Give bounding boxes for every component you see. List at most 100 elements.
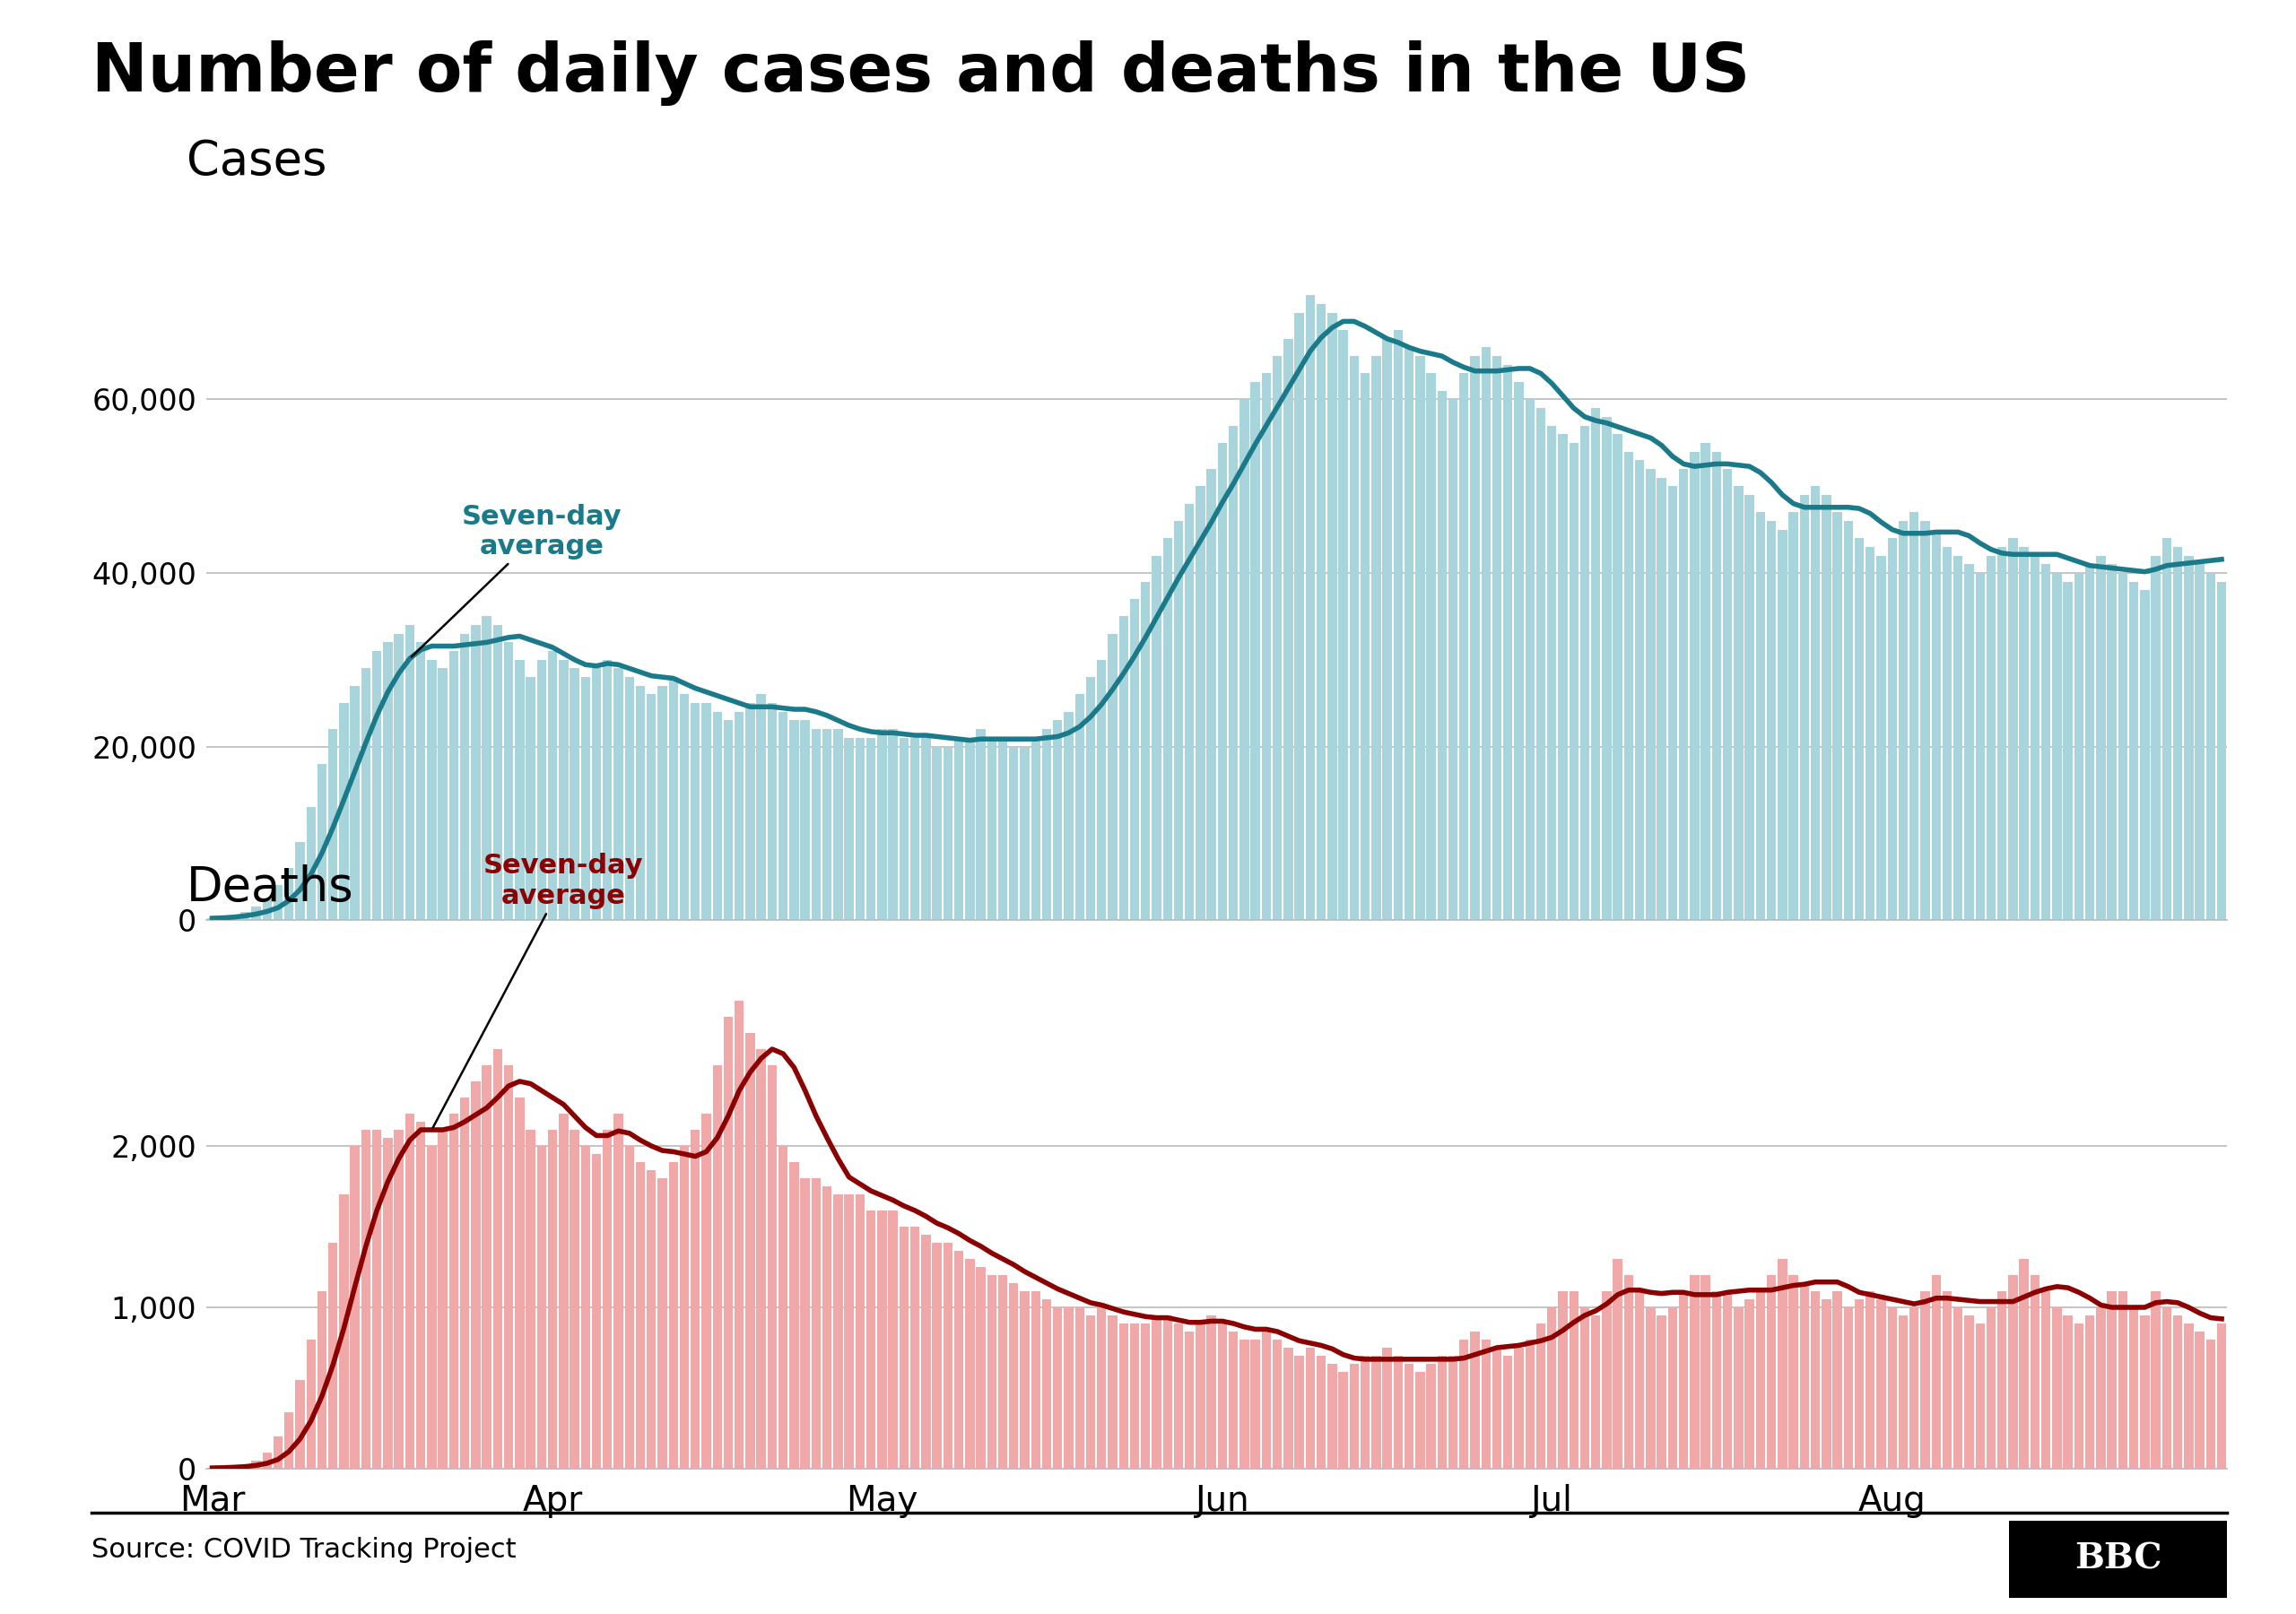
- Bar: [1295, 313, 1304, 920]
- Bar: [921, 1235, 930, 1469]
- Bar: [2119, 573, 2128, 920]
- Bar: [1690, 452, 1699, 920]
- Bar: [1536, 1323, 1545, 1469]
- Bar: [810, 730, 820, 920]
- Bar: [459, 634, 468, 920]
- Bar: [613, 1114, 622, 1469]
- Bar: [1800, 495, 1809, 920]
- Bar: [2183, 1323, 2193, 1469]
- Bar: [801, 720, 810, 920]
- Bar: [1008, 1283, 1019, 1469]
- Bar: [1306, 295, 1316, 920]
- Bar: [1887, 539, 1896, 920]
- Bar: [1371, 1356, 1380, 1469]
- Bar: [1832, 1291, 1841, 1469]
- Bar: [1054, 720, 1063, 920]
- Bar: [1942, 547, 1952, 920]
- Bar: [2151, 1291, 2161, 1469]
- Bar: [1690, 1275, 1699, 1469]
- Bar: [1998, 1291, 2007, 1469]
- Bar: [305, 807, 315, 920]
- Bar: [1559, 1291, 1568, 1469]
- Bar: [877, 1210, 886, 1469]
- Bar: [1382, 1348, 1391, 1469]
- Bar: [2108, 565, 2117, 920]
- Bar: [845, 738, 854, 920]
- Bar: [1568, 442, 1577, 920]
- Bar: [1426, 1364, 1435, 1469]
- Bar: [372, 650, 381, 920]
- Bar: [668, 1162, 677, 1469]
- Bar: [1054, 1307, 1063, 1469]
- Bar: [340, 1194, 349, 1469]
- Bar: [1031, 738, 1040, 920]
- Bar: [613, 668, 622, 920]
- Bar: [1251, 383, 1261, 920]
- Bar: [1469, 1332, 1479, 1469]
- Bar: [1228, 426, 1238, 920]
- Text: Cases: Cases: [186, 137, 326, 184]
- Bar: [1042, 1299, 1052, 1469]
- Bar: [1603, 416, 1612, 920]
- Bar: [285, 1412, 294, 1469]
- Bar: [360, 668, 370, 920]
- Bar: [833, 1194, 843, 1469]
- Bar: [1063, 712, 1072, 920]
- Bar: [856, 738, 866, 920]
- Bar: [657, 1178, 668, 1469]
- Bar: [1646, 1307, 1655, 1469]
- Bar: [723, 720, 732, 920]
- Bar: [218, 917, 227, 920]
- Bar: [1548, 426, 1557, 920]
- Bar: [2073, 573, 2082, 920]
- Bar: [1559, 434, 1568, 920]
- Bar: [439, 668, 448, 920]
- Bar: [230, 915, 239, 920]
- Bar: [250, 1461, 262, 1469]
- Bar: [262, 1453, 271, 1469]
- Bar: [1777, 1259, 1786, 1469]
- Bar: [2053, 573, 2062, 920]
- Bar: [317, 763, 326, 920]
- Bar: [657, 686, 668, 920]
- Bar: [592, 1154, 602, 1469]
- Bar: [558, 1114, 567, 1469]
- Bar: [1481, 347, 1490, 920]
- Bar: [999, 738, 1008, 920]
- Bar: [1513, 383, 1525, 920]
- Bar: [604, 660, 613, 920]
- Bar: [1362, 373, 1371, 920]
- Bar: [1867, 1291, 1876, 1469]
- Bar: [2041, 565, 2050, 920]
- Bar: [360, 1130, 370, 1469]
- Bar: [2183, 555, 2193, 920]
- Bar: [1414, 1372, 1426, 1469]
- Bar: [778, 712, 788, 920]
- Bar: [439, 1130, 448, 1469]
- Bar: [1394, 329, 1403, 920]
- Bar: [955, 738, 964, 920]
- Bar: [636, 1162, 645, 1469]
- Bar: [1504, 365, 1513, 920]
- Bar: [2195, 565, 2204, 920]
- Bar: [1217, 1323, 1226, 1469]
- Bar: [1678, 468, 1688, 920]
- Bar: [723, 1017, 732, 1469]
- Bar: [1339, 1372, 1348, 1469]
- Bar: [1919, 521, 1931, 920]
- Bar: [2218, 581, 2227, 920]
- Bar: [668, 678, 677, 920]
- Bar: [1713, 1291, 1722, 1469]
- Bar: [1272, 357, 1281, 920]
- Bar: [856, 1194, 866, 1469]
- Bar: [1008, 746, 1019, 920]
- Bar: [636, 686, 645, 920]
- Bar: [1031, 1291, 1040, 1469]
- Bar: [1965, 1315, 1975, 1469]
- Bar: [1130, 599, 1139, 920]
- Bar: [1756, 1291, 1766, 1469]
- Bar: [1460, 1340, 1469, 1469]
- Bar: [833, 730, 843, 920]
- Bar: [1777, 529, 1786, 920]
- Bar: [1844, 1307, 1853, 1469]
